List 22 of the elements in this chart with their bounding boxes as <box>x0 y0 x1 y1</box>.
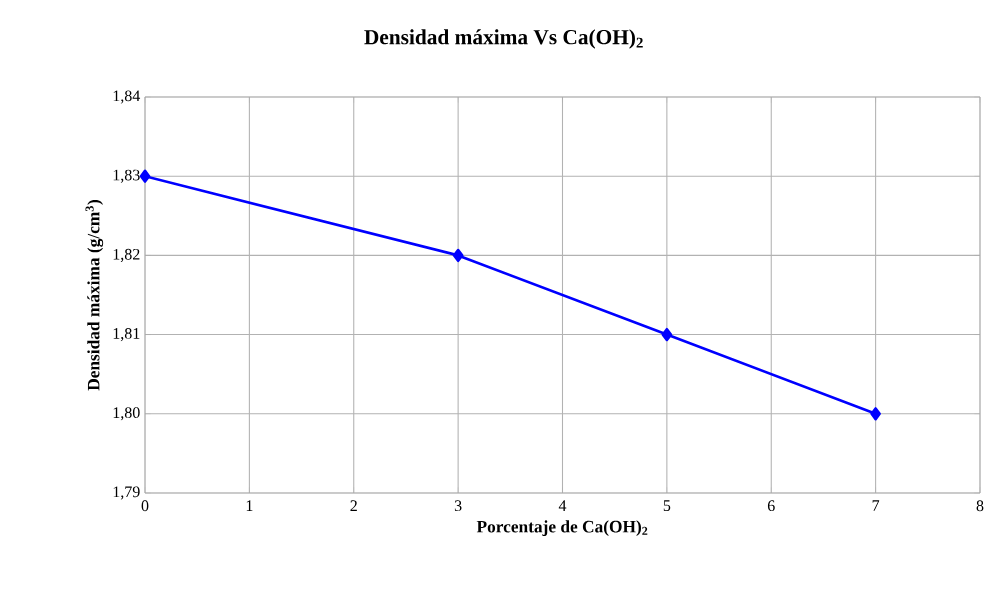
x-tick-label: 4 <box>558 500 567 511</box>
x-tick-label: 0 <box>141 500 149 512</box>
point <box>452 248 464 263</box>
x-tick-label: 1 <box>246 500 253 511</box>
x-tick-label: 6 <box>767 500 775 512</box>
y-tick-label: 1,82 <box>113 248 140 262</box>
x-tick-label: 3 <box>454 500 462 512</box>
point <box>870 407 881 421</box>
x-tick-label: 8 <box>976 500 984 512</box>
y-tick-label: 1,81 <box>113 328 140 342</box>
y-tick-label: 1,83 <box>113 169 140 183</box>
x-tick-label: 5 <box>663 500 671 511</box>
y-tick-label: 1,80 <box>113 407 140 421</box>
y-tick-label: 1,84 <box>113 90 141 104</box>
y-tick-label: 1,79 <box>113 486 140 500</box>
point <box>139 169 151 183</box>
x-axis-title: Porcentaje de Ca(OH)$_{2}$ <box>476 520 648 537</box>
x-tick-label: 7 <box>872 500 880 511</box>
point <box>661 327 673 342</box>
chart-title: Densidad máxima Vs Ca(OH)$_{2}$ <box>364 29 643 49</box>
x-tick-label: 2 <box>350 500 357 511</box>
y-axis-title: Densidad máxima (g/cm$^{3}$) <box>85 199 104 391</box>
